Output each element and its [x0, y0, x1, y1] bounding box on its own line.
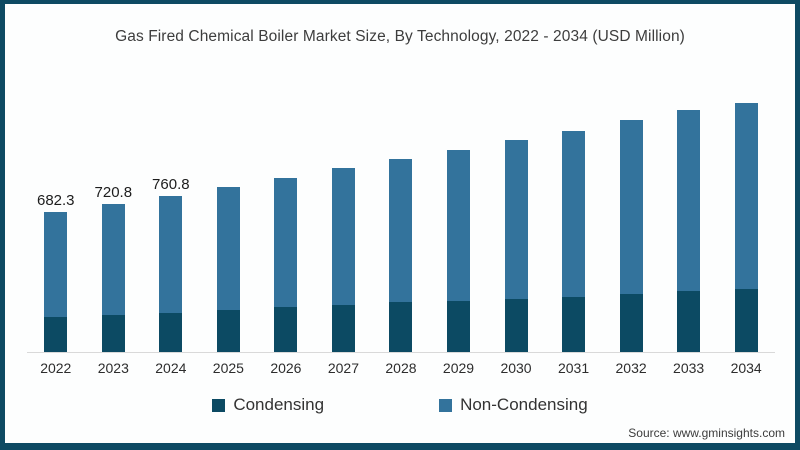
condensing-segment [44, 317, 68, 352]
x-axis-tick-label: 2032 [615, 360, 647, 376]
bar-slot [372, 100, 430, 352]
condensing-swatch-icon [212, 398, 226, 412]
stacked-bar [101, 204, 125, 352]
condensing-segment [101, 314, 125, 352]
bar-slot [602, 100, 660, 352]
x-axis-tick-label: 2031 [557, 360, 590, 376]
x-axis-tick-label: 2026 [270, 360, 302, 376]
plot-area: 682.3 720.8 760.8 [27, 100, 775, 353]
legend-item-non-condensing: Non-Condensing [439, 395, 588, 415]
source-attribution: Source: www.gminsights.com [628, 426, 785, 440]
non-condensing-swatch-icon [439, 398, 453, 412]
x-axis-tick-label: 2029 [442, 360, 475, 376]
condensing-segment [331, 304, 355, 352]
x-axis-tick-label: 2028 [385, 360, 417, 376]
x-axis-tick-label: 2022 [40, 360, 72, 376]
condensing-segment [159, 312, 183, 352]
bar-slot [487, 100, 545, 352]
non-condensing-segment [159, 196, 183, 313]
stacked-bar [504, 140, 528, 352]
stacked-bar [446, 149, 470, 352]
condensing-segment [216, 309, 240, 352]
non-condensing-segment [216, 187, 240, 310]
bar-slot [660, 100, 718, 352]
x-axis-labels: 2022 2023 2024 2025 2026 2027 2028 2029 2030 2031… [27, 360, 775, 376]
chart-title: Gas Fired Chemical Boiler Market Size, B… [115, 28, 685, 45]
x-axis-tick-label: 2033 [673, 360, 705, 376]
bar-slot [545, 100, 603, 352]
stacked-bar [562, 130, 586, 352]
bar-slot: 760.8 [142, 100, 200, 352]
legend-label-condensing: Condensing [233, 395, 325, 414]
non-condensing-segment [274, 178, 298, 308]
non-condensing-segment [562, 130, 586, 298]
stacked-bar [274, 178, 298, 352]
legend: Condensing Non-Condensing [5, 395, 795, 415]
non-condensing-segment [331, 168, 355, 305]
bar-slot [200, 100, 258, 352]
non-condensing-segment [44, 212, 68, 318]
legend-item-condensing: Condensing [212, 395, 324, 415]
condensing-segment [619, 294, 643, 352]
condensing-segment [389, 302, 413, 352]
bar-slot: 682.3 [27, 100, 85, 352]
non-condensing-segment [446, 149, 470, 301]
condensing-segment [504, 299, 528, 352]
x-axis-tick-label: 2024 [155, 360, 187, 376]
non-condensing-segment [734, 103, 758, 289]
non-condensing-segment [389, 158, 413, 303]
stacked-bar [44, 212, 68, 352]
stacked-bar [331, 168, 355, 352]
non-condensing-segment [504, 140, 528, 299]
bar-slot [315, 100, 373, 352]
bar-slot [430, 100, 488, 352]
x-axis-line [27, 352, 775, 353]
stacked-bar [677, 110, 701, 352]
bar-slot [717, 100, 775, 352]
condensing-segment [274, 307, 298, 352]
bar-slot: 720.8 [85, 100, 143, 352]
non-condensing-segment [101, 204, 125, 315]
stacked-bar [619, 119, 643, 352]
x-axis-tick-label: 2027 [327, 360, 359, 376]
legend-label-non-condensing: Non-Condensing [460, 395, 588, 414]
x-axis-tick-label: 2030 [500, 360, 532, 376]
x-axis-tick-label: 2034 [730, 360, 762, 376]
bar-value-label: 682.3 [36, 192, 75, 210]
condensing-segment [734, 288, 758, 352]
bar-slot [257, 100, 315, 352]
non-condensing-segment [677, 110, 701, 291]
bar-value-label: 720.8 [94, 184, 133, 202]
stacked-bar [216, 187, 240, 352]
non-condensing-segment [619, 119, 643, 295]
x-axis-tick-label: 2023 [97, 360, 129, 376]
stacked-bar [159, 196, 183, 352]
bar-value-label: 760.8 [152, 176, 190, 194]
bars-row: 682.3 720.8 760.8 [27, 100, 775, 352]
condensing-segment [562, 297, 586, 352]
x-axis-tick-label: 2025 [212, 360, 244, 376]
stacked-bar [389, 158, 413, 352]
condensing-segment [677, 290, 701, 352]
condensing-segment [446, 300, 470, 352]
stacked-bar [734, 103, 758, 352]
